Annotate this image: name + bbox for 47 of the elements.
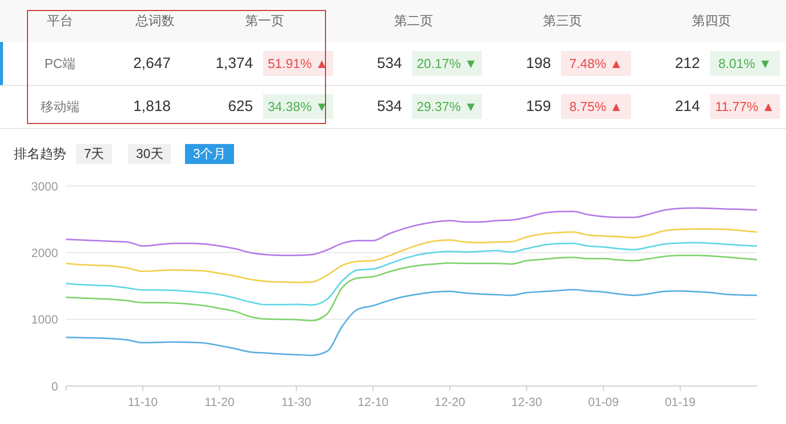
text: 625 bbox=[228, 98, 253, 115]
line-series bbox=[65, 242, 758, 306]
x-tick-label: 12-20 bbox=[434, 395, 466, 409]
text: 3个月 bbox=[185, 144, 234, 164]
x-tick-label: 11-10 bbox=[128, 395, 158, 409]
text: 159 bbox=[526, 98, 551, 115]
text: 30天 bbox=[128, 144, 172, 164]
chart-title: 排名趋势 bbox=[14, 145, 66, 163]
text: 7.48% ▲ bbox=[569, 56, 623, 71]
text: 1,374 bbox=[215, 55, 253, 72]
text: 29.37% ▼ bbox=[416, 99, 478, 114]
x-tick-label: 01-19 bbox=[664, 395, 696, 409]
y-tick-label: 3000 bbox=[31, 179, 58, 194]
line-series bbox=[65, 254, 758, 322]
category-label: 第二页 bbox=[393, 12, 434, 30]
text: 1,818 bbox=[133, 98, 171, 115]
text: 214 bbox=[674, 98, 700, 115]
x-tick-label: 11-30 bbox=[281, 395, 312, 409]
text: 平台 bbox=[46, 12, 74, 30]
text: 7天 bbox=[76, 144, 112, 164]
text: 198 bbox=[526, 55, 551, 72]
y-tick-label: 1000 bbox=[31, 312, 58, 327]
text: 51.91% ▲ bbox=[268, 56, 328, 71]
text: 212 bbox=[674, 55, 700, 72]
x-tick-label: 11-20 bbox=[204, 395, 235, 409]
text: 2,647 bbox=[133, 55, 171, 72]
x-tick-label: 12-30 bbox=[511, 395, 542, 409]
y-tick-label: 0 bbox=[51, 379, 58, 394]
line-series bbox=[65, 207, 758, 256]
y-tick-label: 2000 bbox=[31, 246, 58, 260]
x-tick-label: 12-10 bbox=[358, 395, 389, 409]
category-label: 第三页 bbox=[542, 12, 583, 30]
text: 8.75% ▲ bbox=[569, 99, 623, 114]
line-series bbox=[65, 288, 758, 356]
category-label: 移动端 bbox=[40, 99, 80, 114]
text: 20.17% ▼ bbox=[416, 56, 478, 71]
category-label: PC端 bbox=[44, 56, 76, 71]
category-label: 总词数 bbox=[134, 12, 176, 30]
category-label: 第一页 bbox=[244, 12, 285, 30]
text: 11.77% ▲ bbox=[715, 99, 775, 114]
text: 534 bbox=[376, 55, 402, 72]
text: 8.01% ▼ bbox=[718, 56, 772, 71]
text: 534 bbox=[376, 98, 402, 115]
category-label: 第四页 bbox=[691, 12, 732, 30]
x-tick-label: 01-09 bbox=[588, 395, 620, 409]
text: 34.38% ▼ bbox=[268, 99, 328, 114]
line-series bbox=[65, 228, 758, 284]
